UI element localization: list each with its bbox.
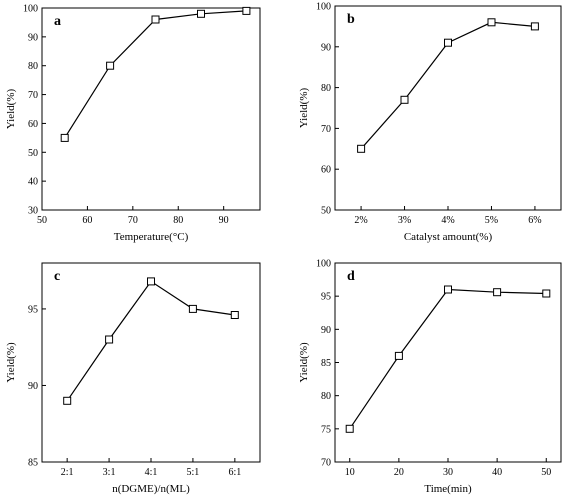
panel-letter: b [347, 12, 355, 27]
chart-panel-d: 70 75 80 85 90 95 100 10 20 30 40 50 Time(min) Yield(… [298, 259, 562, 495]
data-point [188, 304, 197, 313]
x-tick-label: 4% [441, 215, 454, 226]
data-point [63, 396, 72, 405]
data-point [105, 335, 114, 344]
plot-frame [41, 7, 261, 211]
y-tick-label: 100 [316, 259, 331, 270]
chart-panel-a: 30 40 50 60 70 80 90 100 50 60 70 80 90 Temperature(°… [5, 4, 261, 243]
panel-letter: a [54, 14, 61, 29]
series-line [66, 280, 235, 402]
y-tick-label: 90 [321, 42, 331, 53]
x-tick-label: 10 [345, 467, 355, 478]
x-tick-label: 4:1 [145, 467, 158, 478]
y-tick-label: 85 [321, 358, 331, 369]
data-point [345, 424, 354, 433]
data-point [394, 351, 403, 360]
x-tick-label: 60 [82, 215, 92, 226]
x-tick-label: 30 [443, 467, 453, 478]
data-point [106, 61, 115, 70]
y-tick-label: 50 [321, 206, 331, 217]
x-tick-label: 6:1 [228, 467, 241, 478]
data-point [400, 95, 409, 104]
y-tick-label: 90 [28, 381, 38, 392]
y-tick-label: 80 [321, 83, 331, 94]
x-tick-label: 40 [492, 467, 502, 478]
x-tick-label: 2:1 [61, 467, 74, 478]
y-tick-label: 80 [321, 391, 331, 402]
data-point [542, 289, 551, 298]
data-point [357, 144, 366, 153]
x-tick-label: 3:1 [103, 467, 116, 478]
data-point [444, 285, 452, 294]
y-tick-label: 95 [28, 304, 38, 315]
plot-frame [334, 5, 562, 211]
x-tick-label: 70 [128, 215, 138, 226]
y-tick-label: 100 [23, 4, 38, 15]
y-axis-label: Yield(%) [298, 88, 310, 129]
data-point [444, 38, 452, 47]
data-point [230, 311, 239, 319]
y-tick-label: 70 [28, 90, 38, 101]
series-line [349, 288, 547, 430]
y-axis-label: Yield(%) [298, 342, 310, 383]
data-point [147, 277, 155, 286]
y-tick-label: 70 [321, 458, 331, 469]
x-tick-label: 5% [485, 215, 498, 226]
y-tick-label: 85 [28, 458, 38, 469]
x-tick-label: 3% [398, 215, 411, 226]
y-tick-label: 100 [316, 2, 331, 13]
data-point [530, 22, 539, 31]
y-tick-label: 60 [28, 119, 38, 130]
y-tick-label: 60 [321, 165, 331, 176]
panel-letter: c [54, 269, 60, 284]
y-tick-label: 40 [28, 177, 38, 188]
data-point [487, 18, 496, 27]
series-line [64, 10, 247, 139]
y-axis-label: Yield(%) [5, 89, 17, 130]
y-tick-label: 90 [28, 32, 38, 43]
x-tick-label: 20 [394, 467, 404, 478]
x-tick-label: 5:1 [187, 467, 200, 478]
chart-panel-c: 85 90 95 2:1 3:1 4:1 5:1 6:1 n(DGME)/n(ML) Yield(… [5, 262, 261, 495]
x-axis-label: n(DGME)/n(ML) [112, 483, 190, 495]
y-tick-label: 70 [321, 124, 331, 135]
chart-panel-b: 50 60 70 80 90 100 2% 3% 4% 5% 6% Catalyst amount(%… [298, 2, 562, 243]
data-point [60, 133, 69, 142]
x-tick-label: 6% [528, 215, 541, 226]
y-tick-label: 90 [321, 325, 331, 336]
data-point [242, 6, 251, 15]
x-tick-label: 90 [219, 215, 229, 226]
data-point [493, 288, 502, 297]
x-tick-label: 50 [37, 215, 47, 226]
data-point [151, 15, 160, 24]
plot-frame [41, 262, 261, 463]
x-axis-label: Temperature(°C) [114, 231, 189, 243]
x-axis-label: Time(min) [424, 483, 472, 495]
y-tick-label: 50 [28, 148, 38, 159]
panel-letter: d [347, 269, 355, 284]
x-tick-label: 50 [541, 467, 551, 478]
x-axis-label: Catalyst amount(%) [404, 231, 493, 243]
x-tick-label: 2% [354, 215, 367, 226]
x-tick-label: 80 [173, 215, 183, 226]
y-axis-label: Yield(%) [5, 342, 17, 383]
data-point [197, 9, 205, 18]
y-tick-label: 80 [28, 61, 38, 72]
y-tick-label: 75 [321, 424, 331, 435]
y-tick-label: 95 [321, 292, 331, 303]
y-tick-label: 30 [28, 206, 38, 217]
